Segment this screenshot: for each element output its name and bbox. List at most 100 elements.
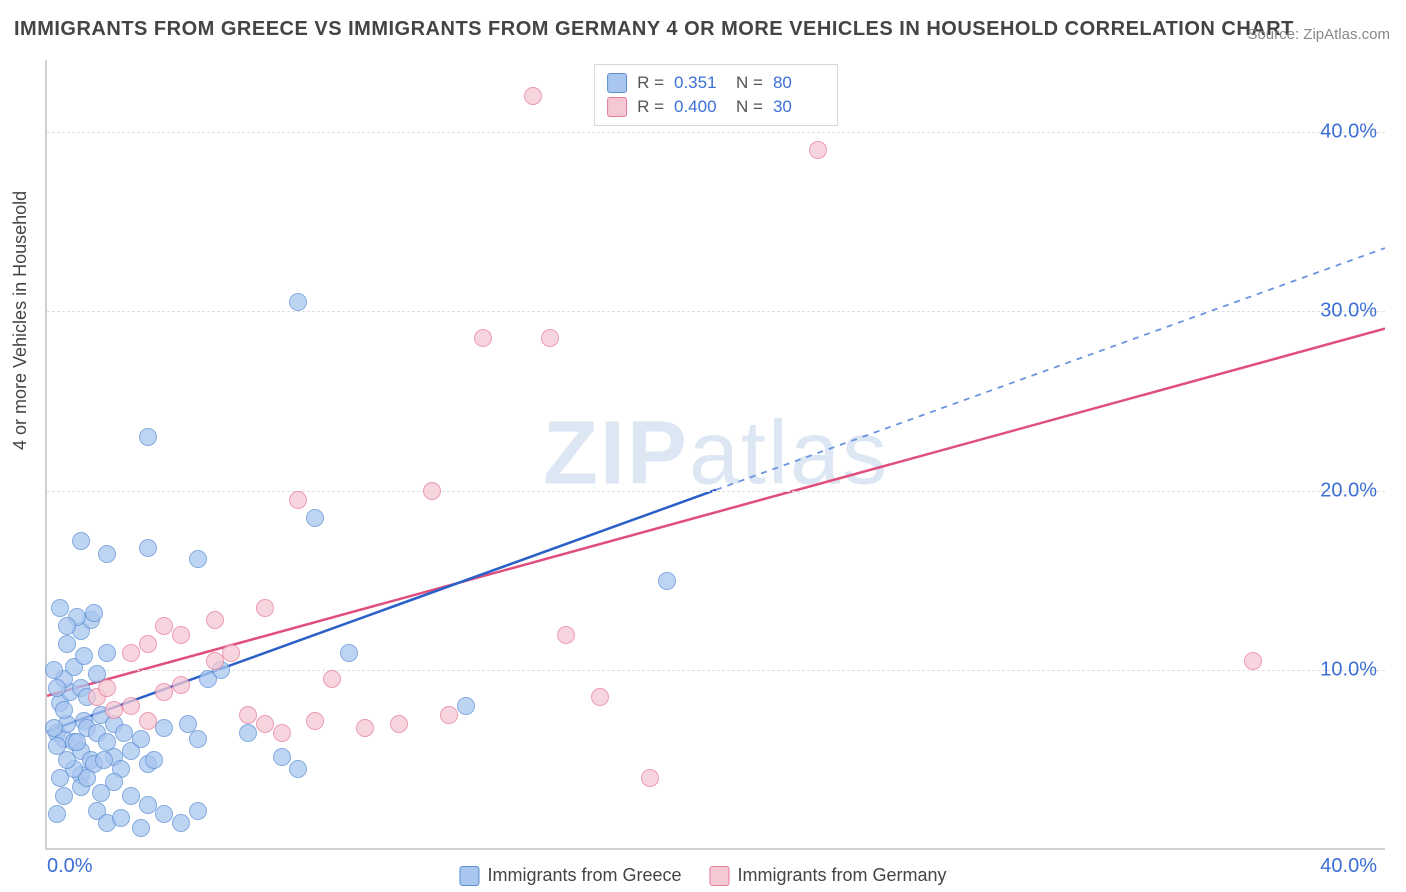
point-germany: [273, 724, 291, 742]
legend-label-germany: Immigrants from Germany: [738, 865, 947, 886]
point-greece: [189, 802, 207, 820]
plot-area: ZIPatlas R = 0.351 N = 80 R = 0.400 N = …: [45, 60, 1385, 850]
point-germany: [222, 644, 240, 662]
y-tick-label: 30.0%: [1320, 300, 1377, 323]
point-greece: [139, 539, 157, 557]
point-germany: [256, 715, 274, 733]
point-greece: [105, 773, 123, 791]
point-germany: [809, 141, 827, 159]
point-greece: [48, 737, 66, 755]
point-germany: [172, 676, 190, 694]
x-tick-last: 40.0%: [1320, 855, 1377, 878]
point-greece: [51, 599, 69, 617]
legend-row-greece: R = 0.351 N = 80: [607, 71, 825, 95]
point-greece: [155, 805, 173, 823]
point-greece: [189, 730, 207, 748]
point-germany: [139, 635, 157, 653]
r-label: R =: [637, 95, 664, 119]
point-greece: [155, 719, 173, 737]
point-germany: [239, 706, 257, 724]
point-germany: [206, 652, 224, 670]
point-greece: [239, 724, 257, 742]
y-axis-label: 4 or more Vehicles in Household: [10, 191, 31, 450]
y-tick-label: 40.0%: [1320, 120, 1377, 143]
n-value-greece: 80: [773, 71, 825, 95]
point-greece: [139, 796, 157, 814]
point-germany: [557, 626, 575, 644]
swatch-greece-icon: [607, 73, 627, 93]
point-germany: [139, 712, 157, 730]
point-greece: [75, 647, 93, 665]
point-greece: [289, 293, 307, 311]
watermark-rest: atlas: [689, 404, 889, 504]
r-value-germany: 0.400: [674, 95, 726, 119]
x-tick-first: 0.0%: [47, 855, 93, 878]
point-greece: [289, 760, 307, 778]
chart-container: IMMIGRANTS FROM GREECE VS IMMIGRANTS FRO…: [0, 0, 1406, 892]
swatch-greece-icon: [459, 866, 479, 886]
gridline: [47, 132, 1385, 133]
point-germany: [256, 599, 274, 617]
point-germany: [591, 688, 609, 706]
gridline: [47, 311, 1385, 312]
source-label: Source: ZipAtlas.com: [1247, 26, 1390, 43]
point-germany: [390, 715, 408, 733]
legend-item-germany: Immigrants from Germany: [710, 865, 947, 886]
point-germany: [172, 626, 190, 644]
point-germany: [98, 679, 116, 697]
point-greece: [58, 617, 76, 635]
point-greece: [132, 819, 150, 837]
swatch-germany-icon: [607, 97, 627, 117]
point-greece: [48, 679, 66, 697]
point-germany: [641, 769, 659, 787]
point-greece: [72, 532, 90, 550]
point-germany: [289, 491, 307, 509]
legend-series: Immigrants from Greece Immigrants from G…: [459, 865, 946, 886]
point-germany: [440, 706, 458, 724]
point-germany: [122, 697, 140, 715]
point-greece: [340, 644, 358, 662]
chart-title: IMMIGRANTS FROM GREECE VS IMMIGRANTS FRO…: [14, 18, 1294, 41]
legend-item-greece: Immigrants from Greece: [459, 865, 681, 886]
point-greece: [658, 572, 676, 590]
r-value-greece: 0.351: [674, 71, 726, 95]
watermark-bold: ZIP: [543, 404, 689, 504]
point-germany: [423, 482, 441, 500]
point-germany: [356, 719, 374, 737]
point-greece: [98, 545, 116, 563]
point-germany: [155, 683, 173, 701]
point-greece: [55, 787, 73, 805]
point-germany: [155, 617, 173, 635]
gridline: [47, 670, 1385, 671]
point-greece: [139, 428, 157, 446]
point-greece: [51, 769, 69, 787]
point-germany: [206, 611, 224, 629]
legend-correlation: R = 0.351 N = 80 R = 0.400 N = 30: [594, 64, 838, 126]
point-germany: [323, 670, 341, 688]
point-greece: [68, 733, 86, 751]
point-germany: [541, 329, 559, 347]
point-germany: [122, 644, 140, 662]
r-label: R =: [637, 71, 664, 95]
point-greece: [306, 509, 324, 527]
point-greece: [45, 661, 63, 679]
swatch-germany-icon: [710, 866, 730, 886]
y-tick-label: 20.0%: [1320, 479, 1377, 502]
point-greece: [145, 751, 163, 769]
y-tick-label: 10.0%: [1320, 659, 1377, 682]
point-greece: [172, 814, 190, 832]
point-greece: [45, 719, 63, 737]
point-greece: [95, 751, 113, 769]
point-greece: [122, 787, 140, 805]
point-germany: [1244, 652, 1262, 670]
point-greece: [189, 550, 207, 568]
gridline: [47, 491, 1385, 492]
point-greece: [115, 724, 133, 742]
point-greece: [457, 697, 475, 715]
point-greece: [48, 805, 66, 823]
point-greece: [273, 748, 291, 766]
point-greece: [55, 701, 73, 719]
point-greece: [98, 644, 116, 662]
legend-row-germany: R = 0.400 N = 30: [607, 95, 825, 119]
n-label: N =: [736, 95, 763, 119]
